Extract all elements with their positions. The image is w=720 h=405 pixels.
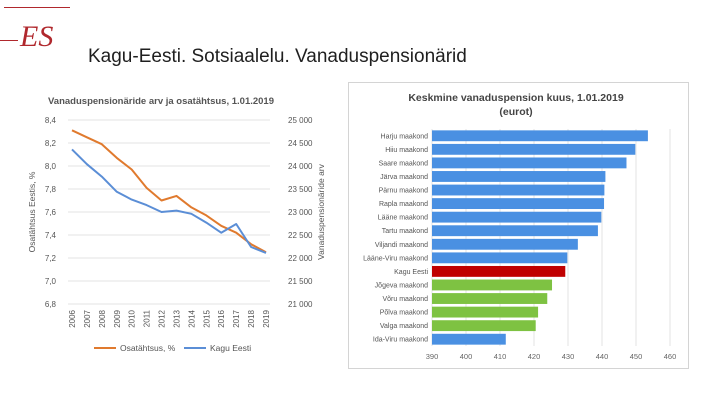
bar [432,279,553,291]
x-tick-label: 2016 [217,309,226,327]
bar-chart-subtitle: (eurot) [499,106,532,118]
x-tick-label: 430 [562,352,575,361]
right-tick-label: 24 000 [288,162,313,171]
category-label: Hiiu maakond [385,147,428,154]
bar [432,293,548,304]
header-rule [4,7,70,8]
left-tick-label: 7,6 [45,208,57,217]
bar [432,130,648,142]
left-tick-label: 7,0 [45,277,57,286]
x-tick-label: 2014 [187,309,196,327]
bar [432,198,605,210]
left-tick-label: 7,2 [45,254,57,263]
right-tick-label: 21 500 [288,277,313,286]
bar [432,211,602,223]
bar [432,143,636,155]
x-tick-label: 2018 [247,309,256,327]
category-label: Viljandi maakond [375,242,428,249]
right-tick-label: 23 000 [288,208,313,217]
bar [432,225,598,237]
slide-title: Kagu-Eesti. Sotsiaalelu. Vanaduspensionä… [88,46,467,67]
right-axis-label: Vanaduspensionäride arv [316,163,326,260]
bar [432,306,539,318]
left-axis-label: Osatähtsus Eestis, % [28,171,37,252]
x-tick-label: 450 [630,352,643,361]
x-tick-label: 2019 [262,309,271,327]
right-tick-label: 23 500 [288,185,313,194]
line-chart: Vanaduspensionäride arv ja osatähtsus, 1… [28,96,326,353]
left-tick-label: 8,4 [45,116,57,125]
x-tick-label: 2007 [83,309,92,327]
bar-chart: Keskmine vanaduspension kuus, 1.01.2019 (… [363,92,677,361]
bar [432,252,568,264]
es-logo: ES [18,14,58,54]
category-label: Võru maakond [382,296,428,303]
bar [432,333,506,345]
left-tick-label: 6,8 [45,300,57,309]
left-tick-label: 7,4 [45,231,57,240]
right-tick-label: 25 000 [288,116,313,125]
x-tick-label: 410 [494,352,507,361]
category-label: Lääne-Viru maakond [363,255,428,262]
bar-chart-title: Keskmine vanaduspension kuus, 1.01.2019 [408,92,624,104]
series-line-kagu-eesti [71,148,267,254]
left-tick-label: 7,8 [45,185,57,194]
bar [432,171,606,182]
bar [432,184,605,196]
category-label: Lääne maakond [378,215,428,222]
bar [432,157,627,169]
bar [432,238,578,250]
category-label: Valga maakond [380,323,428,330]
category-label: Põlva maakond [380,310,428,317]
x-tick-label: 400 [460,352,473,361]
logo-text: ES [19,20,53,53]
category-label: Kagu Eesti [394,269,428,276]
x-tick-label: 2012 [158,309,167,327]
bar [432,265,566,277]
category-label: Tartu maakond [382,228,428,235]
x-tick-label: 2011 [143,309,152,327]
right-tick-label: 21 000 [288,300,313,309]
right-tick-label: 22 000 [288,254,313,263]
x-tick-label: 2008 [98,309,107,327]
category-label: Harju maakond [381,133,429,140]
left-tick-label: 8,0 [45,162,57,171]
category-label: Pärnu maakond [379,188,429,195]
bar [432,320,536,332]
x-tick-label: 2010 [128,309,137,327]
category-label: Saare maakond [379,160,429,167]
x-tick-label: 420 [528,352,541,361]
legend-label: Osatähtsus, % [120,343,176,353]
right-tick-label: 24 500 [288,139,313,148]
series-line-osatahtsus [71,129,267,254]
line-chart-title: Vanaduspensionäride arv ja osatähtsus, 1… [48,96,274,107]
x-tick-label: 460 [664,352,677,361]
x-tick-label: 2009 [113,309,122,327]
legend-label: Kagu Eesti [210,343,251,353]
x-tick-label: 2017 [232,309,241,327]
category-label: Järva maakond [380,174,428,181]
x-tick-label: 2006 [68,309,77,327]
x-tick-label: 2013 [172,309,181,327]
x-tick-label: 440 [596,352,609,361]
left-tick-label: 8,2 [45,139,57,148]
x-tick-label: 390 [426,352,439,361]
category-label: Rapla maakond [379,201,428,208]
category-label: Jõgeva maakond [375,282,428,289]
category-label: Ida-Viru maakond [373,337,428,344]
x-tick-label: 2015 [202,309,211,327]
logo-rule [0,40,18,41]
right-tick-label: 22 500 [288,231,313,240]
